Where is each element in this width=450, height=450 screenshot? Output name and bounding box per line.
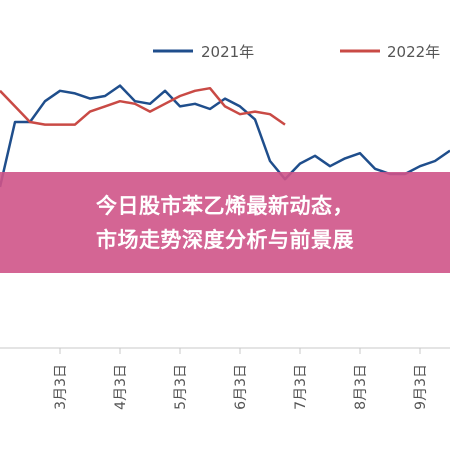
x-tick-label: 5月3日 (173, 364, 189, 410)
legend-label-2022: 2022年 (387, 43, 440, 61)
series-line-2021 (0, 84, 450, 188)
series-line-2022 (0, 86, 286, 126)
banner-title-line-1: 今日股市苯乙烯最新动态， (96, 193, 354, 218)
x-tick-label: 6月3日 (233, 364, 249, 410)
legend-label-2021: 2021年 (201, 43, 254, 61)
x-tick-label: 8月3日 (353, 364, 369, 410)
plot-layer: 3月3日4月3日5月3日6月3日7月3日8月3日9月3日10月3日 (0, 84, 450, 410)
x-tick-label: 9月3日 (413, 364, 429, 410)
banner-title-line-2: 市场走势深度分析与前景展 (96, 227, 354, 252)
x-tick-label: 7月3日 (293, 364, 309, 410)
title-banner: 今日股市苯乙烯最新动态， 市场走势深度分析与前景展 (0, 172, 450, 273)
x-tick-label: 3月3日 (53, 364, 69, 410)
x-tick-label: 4月3日 (113, 364, 129, 410)
